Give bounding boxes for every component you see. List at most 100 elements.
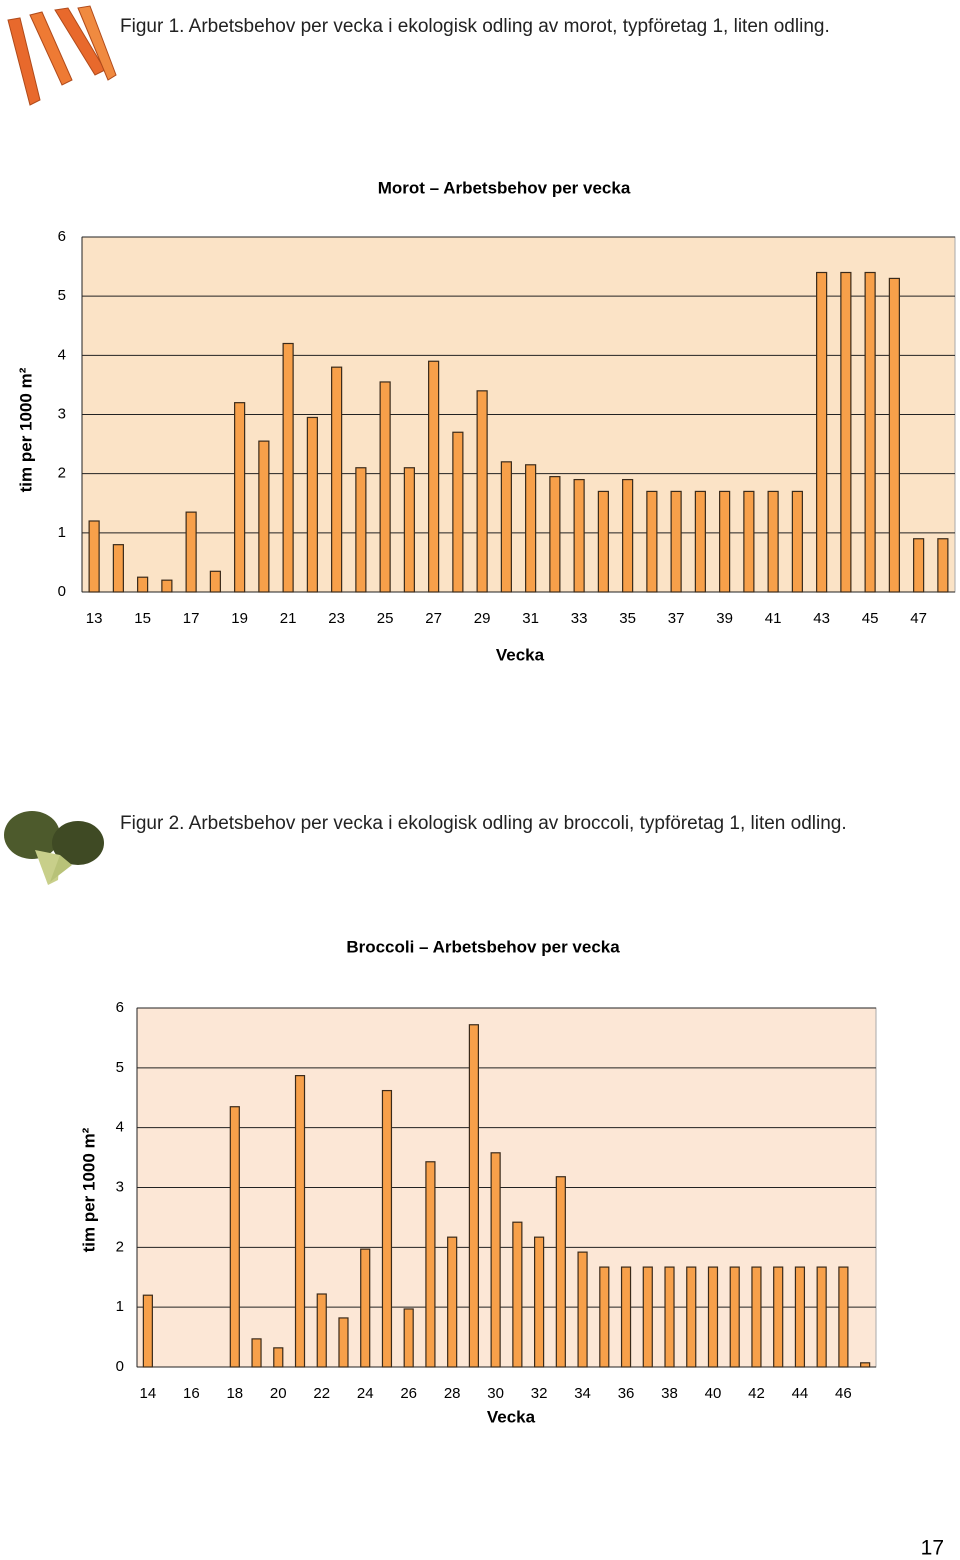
y-tick-label: 6 (58, 228, 66, 245)
bar (452, 431, 464, 593)
x-tick-label: 24 (357, 1385, 374, 1402)
x-tick-label: 41 (765, 610, 782, 627)
bar (937, 538, 949, 593)
x-tick-label: 17 (183, 610, 200, 627)
bar (816, 1266, 827, 1368)
x-tick-label: 30 (487, 1385, 504, 1402)
bar (622, 478, 634, 593)
x-tick-label: 44 (792, 1385, 809, 1402)
x-tick-label: 40 (705, 1385, 722, 1402)
bar (549, 476, 561, 593)
x-tick-label: 20 (270, 1385, 287, 1402)
bar (573, 478, 585, 593)
bar (316, 1293, 327, 1368)
x-tick-label: 29 (474, 610, 491, 627)
bar (555, 1176, 566, 1368)
bar (646, 490, 658, 593)
x-tick-label: 42 (748, 1385, 765, 1402)
bar (161, 579, 173, 593)
bar (773, 1266, 784, 1368)
x-tick-label: 26 (400, 1385, 417, 1402)
bar (767, 490, 779, 593)
broccoli-icon (4, 811, 104, 885)
bar (500, 461, 512, 593)
x-tick-label: 36 (618, 1385, 635, 1402)
bar (670, 490, 682, 593)
x-tick-label: 43 (813, 610, 830, 627)
y-tick-label: 2 (116, 1238, 124, 1255)
bar (719, 490, 731, 593)
bar (525, 464, 537, 593)
bar (743, 490, 755, 593)
bar (476, 390, 488, 593)
bar (694, 490, 706, 593)
y-tick-label: 6 (116, 999, 124, 1016)
x-tick-label: 23 (328, 610, 345, 627)
x-tick-label: 34 (574, 1385, 591, 1402)
bar (447, 1236, 458, 1368)
bar (251, 1338, 262, 1368)
bar (840, 271, 852, 593)
x-tick-label: 46 (835, 1385, 852, 1402)
x-tick-label: 27 (425, 610, 442, 627)
caption: Figur 1. Arbetsbehov per vecka i ekologi… (120, 16, 830, 37)
y-axis-label: tim per 1000 m² (79, 1127, 98, 1252)
bar (185, 511, 197, 593)
bar (360, 1248, 371, 1368)
x-axis-label: Vecka (496, 645, 545, 664)
bar (379, 381, 391, 593)
y-tick-label: 4 (58, 346, 66, 363)
y-tick-label: 0 (116, 1358, 124, 1375)
bar (258, 440, 270, 593)
x-tick-label: 47 (910, 610, 927, 627)
y-tick-label: 0 (58, 583, 66, 600)
bar (794, 1266, 806, 1368)
x-tick-label: 32 (531, 1385, 548, 1402)
carrot-icon (7, 5, 117, 106)
x-tick-label: 16 (183, 1385, 200, 1402)
bar (142, 1294, 153, 1368)
bar (306, 416, 318, 593)
bar (664, 1266, 675, 1368)
bar (597, 490, 609, 593)
y-tick-label: 5 (58, 287, 66, 304)
x-tick-label: 15 (134, 610, 151, 627)
bar (707, 1266, 719, 1368)
bar (599, 1266, 610, 1368)
x-tick-label: 25 (377, 610, 394, 627)
bar (428, 360, 440, 593)
y-tick-label: 3 (58, 405, 66, 422)
x-tick-label: 37 (668, 610, 685, 627)
x-axis-label: Vecka (487, 1407, 536, 1426)
bar (577, 1251, 588, 1368)
x-tick-label: 33 (571, 610, 588, 627)
y-tick-label: 3 (116, 1178, 124, 1195)
caption: Figur 2. Arbetsbehov per vecka i ekologi… (120, 813, 847, 834)
bar (234, 402, 246, 593)
chart-title: Broccoli – Arbetsbehov per vecka (346, 937, 620, 956)
bar (331, 366, 343, 593)
y-tick-label: 5 (116, 1059, 124, 1076)
bar (838, 1266, 849, 1368)
bar (338, 1317, 349, 1368)
x-tick-label: 28 (444, 1385, 461, 1402)
page-number: 17 (921, 1537, 944, 1560)
x-tick-label: 13 (86, 610, 103, 627)
bar (282, 342, 294, 593)
bar (209, 570, 221, 593)
bar (273, 1347, 284, 1368)
bar (791, 490, 803, 593)
x-tick-label: 14 (140, 1385, 157, 1402)
x-tick-label: 39 (716, 610, 733, 627)
bar (137, 576, 149, 593)
x-tick-label: 18 (226, 1385, 243, 1402)
bar (355, 467, 367, 593)
x-tick-label: 19 (231, 610, 248, 627)
chart-title: Morot – Arbetsbehov per vecka (378, 178, 631, 197)
bar (294, 1075, 306, 1368)
bar (403, 1308, 414, 1368)
bar (913, 538, 925, 593)
x-tick-label: 35 (619, 610, 636, 627)
